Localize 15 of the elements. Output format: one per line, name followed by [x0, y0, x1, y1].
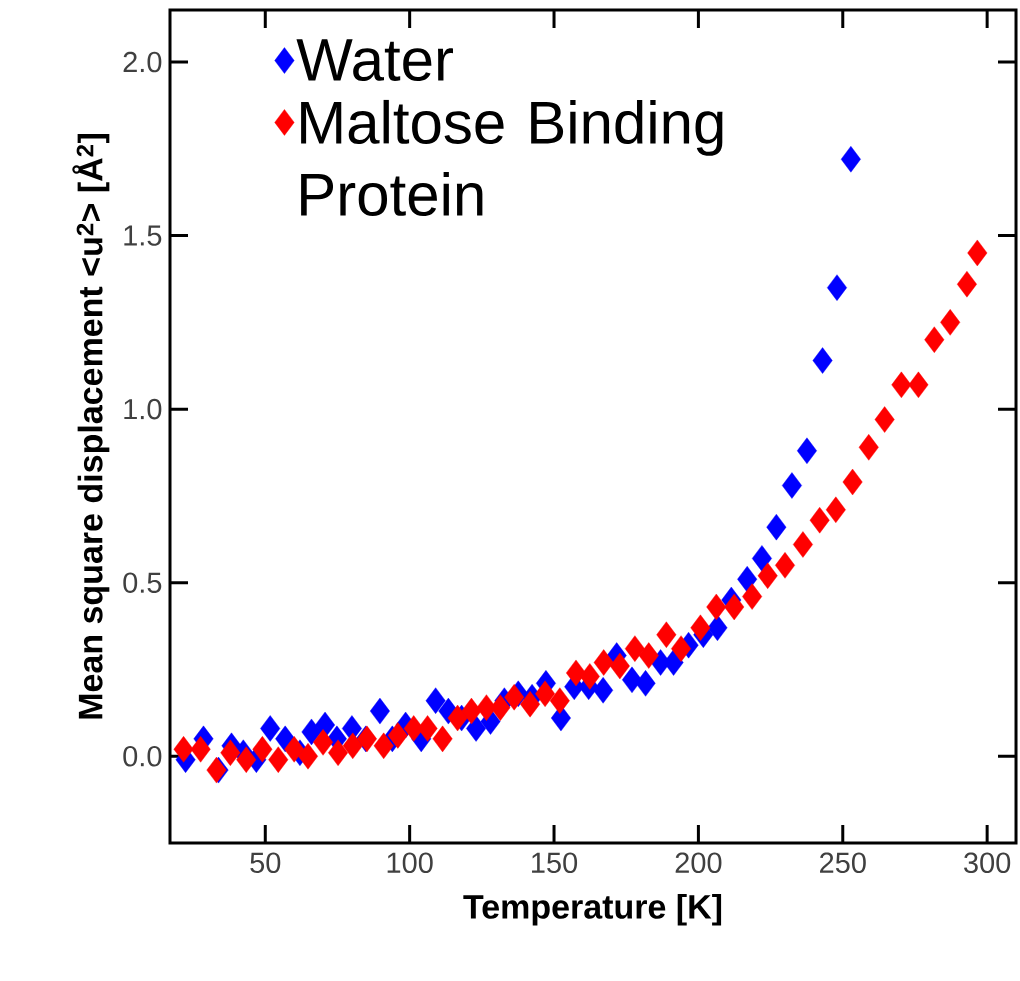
- y-axis-title: Mean square displacement <u$^{2}$> [Å$^{2}$]: [72, 134, 110, 719]
- legend-label: Maltose Binding Protein: [301, 99, 723, 216]
- y-tick-label: 0.0: [123, 745, 162, 767]
- y-tick-label: 2.0: [123, 51, 162, 73]
- x-axis-title: Temperature [K]: [463, 893, 722, 926]
- legend-label: Water: [296, 39, 453, 82]
- y-tick-label: 1.0: [124, 398, 162, 420]
- y-tick-label: 0.5: [123, 572, 162, 593]
- x-tick-label: 200: [675, 852, 722, 874]
- x-tick-label: 300: [964, 852, 1011, 874]
- y-tick-label: 1.5: [124, 225, 162, 246]
- x-tick-label: 250: [820, 852, 866, 874]
- x-tick-label: 50: [250, 852, 281, 874]
- x-tick-label: 150: [532, 852, 578, 874]
- x-tick-label: 100: [387, 852, 433, 874]
